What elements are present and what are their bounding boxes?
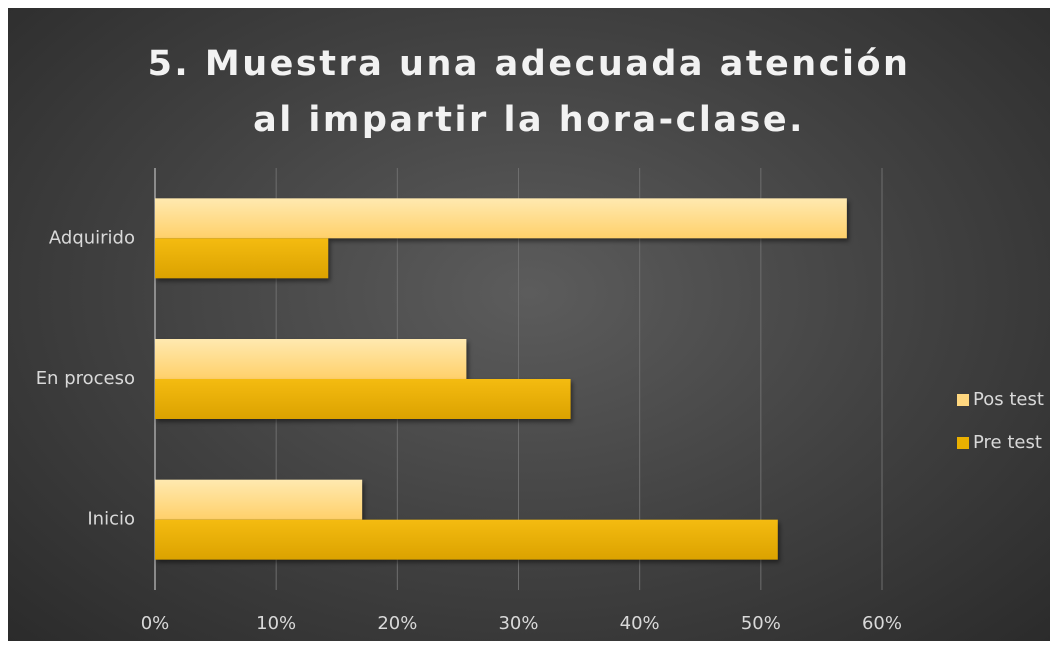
x-tick-label: 20% [377,613,417,634]
legend-label: Pos test [973,389,1044,410]
y-tick-label: En proceso [36,368,135,389]
y-tick-label: Adquirido [49,227,135,248]
x-tick-label: 30% [498,613,538,634]
x-tick-label: 40% [620,613,660,634]
bar [155,238,329,279]
bar [155,379,571,419]
bar [155,339,467,379]
bar [155,198,847,239]
x-tick-label: 10% [256,613,296,634]
x-tick-label: 50% [741,613,781,634]
legend-swatch [957,394,969,406]
bar [155,479,363,520]
x-tick-label: 0% [141,613,170,634]
chart-title: 5. Muestra una adecuada atención al impa… [147,44,911,140]
y-tick-label: Inicio [87,509,135,530]
x-tick-label: 60% [862,613,902,634]
legend-swatch [957,437,969,449]
bar [155,519,778,560]
legend-label: Pre test [973,432,1042,453]
